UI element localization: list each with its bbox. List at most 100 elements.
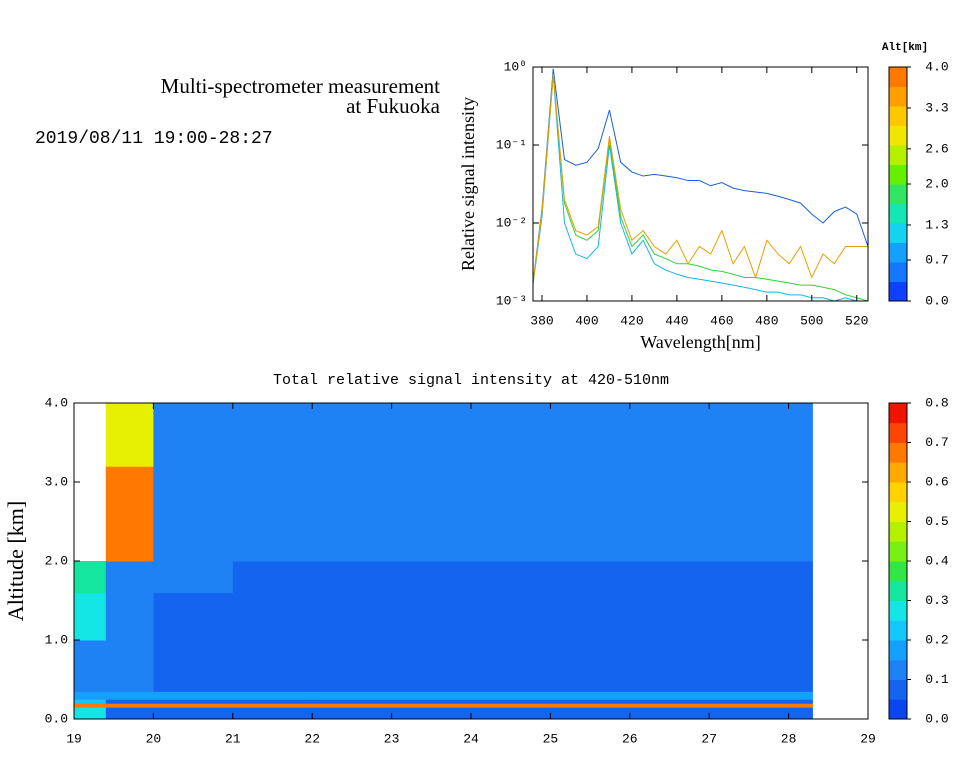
heatmap-cell (550, 640, 631, 692)
heatmap-cell (153, 707, 234, 720)
x-tick-label: 20 (146, 731, 162, 746)
heatmap-cell (709, 561, 790, 594)
colorbar-tick-label: 0.7 (925, 435, 948, 450)
heatmap-cell (629, 707, 710, 720)
heatmap-cell (391, 466, 472, 515)
heatmap-cell (709, 703, 790, 708)
title-line: Multi-spectrometer measurement (161, 74, 440, 98)
heatmap-cell (629, 403, 710, 467)
heatmap-cell (312, 640, 393, 692)
colorbar-segment (889, 106, 907, 126)
colorbar-tick-label: 0.0 (925, 293, 948, 308)
heatmap-cell (105, 561, 154, 594)
heatmap-cell (232, 640, 313, 692)
title-line: at Fukuoka (346, 94, 441, 118)
spectrum-line (533, 74, 868, 301)
heatmap-cell (471, 707, 551, 720)
colorbar-segment (889, 561, 907, 582)
heatmap-cell (105, 640, 154, 692)
heatmap-cell (312, 699, 393, 704)
heatmap-cell (788, 707, 813, 720)
x-tick-label: 380 (530, 313, 553, 328)
colorbar-segment (889, 580, 907, 601)
heatmap-cell (105, 403, 154, 467)
heatmap-cell (232, 691, 313, 700)
colorbar-segment (889, 242, 907, 263)
colorbar-tick-label: 3.3 (925, 100, 948, 115)
x-tick-label: 440 (665, 313, 688, 328)
y-tick-label: 10⁻¹ (496, 137, 527, 152)
heatmap-cell (153, 466, 234, 515)
heatmap-cell (788, 703, 813, 708)
spectrum-line (533, 74, 868, 301)
heatmap-cell (74, 699, 107, 704)
colorbar-segment (889, 501, 907, 522)
heatmap-cell (550, 403, 631, 467)
heatmap-cell (74, 707, 107, 720)
heatmap-cell (629, 640, 710, 692)
heatmap-cell (232, 699, 313, 704)
y-tick-label: 2.0 (45, 553, 68, 568)
y-tick-label: 4.0 (45, 395, 68, 410)
y-tick-label: 3.0 (45, 474, 68, 489)
heatmap-cell (629, 703, 710, 708)
heatmap-cell (312, 592, 393, 641)
heatmap-cell (550, 691, 631, 700)
heatmap-cell (550, 703, 631, 708)
heatmap-cell (788, 403, 813, 467)
colorbar-tick-label: 0.3 (925, 593, 948, 608)
heatmap-cell (232, 703, 313, 708)
heatmap-cell (629, 699, 710, 704)
colorbar-tick-label: 2.0 (925, 176, 948, 191)
heatmap-cell (232, 403, 313, 467)
heatmap-cell (312, 703, 393, 708)
heatmap-cell (709, 403, 790, 467)
plot-frame (532, 66, 869, 302)
heatmap-cell (709, 691, 790, 700)
x-axis-label: Wavelength[nm] (640, 332, 761, 352)
colorbar-tick-label: 4.0 (925, 59, 948, 74)
heatmap-cell (232, 466, 313, 515)
y-tick-label: 1.0 (45, 632, 68, 647)
heatmap-cell (550, 699, 631, 704)
heatmap-cell (788, 466, 813, 515)
spectrum-line (533, 74, 868, 288)
heatmap-cell (471, 466, 551, 515)
heatmap-cell (105, 699, 154, 704)
heatmap-cell (391, 691, 472, 700)
colorbar-tick-label: 0.5 (925, 514, 948, 529)
heatmap-cell (74, 691, 107, 700)
heatmap-cell (629, 561, 710, 594)
heatmap-cell (74, 592, 107, 641)
x-tick-label: 24 (463, 731, 479, 746)
x-tick-label: 420 (620, 313, 643, 328)
y-tick-label: 0.0 (45, 711, 68, 726)
heatmap-cell (232, 513, 313, 562)
y-axis-label: Altitude [km] (3, 501, 28, 621)
heatmap-cell (550, 592, 631, 641)
colorbar-tick-label: 0.8 (925, 395, 948, 410)
y-tick-label: 10⁻³ (496, 293, 527, 308)
heatmap-cell (153, 703, 234, 708)
colorbar-tick-label: 0.6 (925, 474, 948, 489)
heatmap-cell (153, 592, 234, 641)
heatmap-cell (471, 703, 551, 708)
date: 2019/08/11 19:00-28:27 (35, 129, 273, 149)
heatmap-cell (788, 699, 813, 704)
heatmap-cell (471, 699, 551, 704)
colorbar-segment (889, 541, 907, 562)
heatmap-cell (788, 640, 813, 692)
heatmap-cell (629, 513, 710, 562)
heatmap-cell (74, 640, 107, 692)
heatmap-cell (312, 691, 393, 700)
colorbar-tick-label: 0.0 (925, 711, 948, 726)
heatmap-cell (312, 561, 393, 594)
x-tick-label: 29 (860, 731, 876, 746)
colorbar-tick-label: 0.4 (925, 553, 949, 568)
heatmap-cell (391, 561, 472, 594)
heatmap-cell (153, 561, 234, 594)
heatmap-cell (788, 513, 813, 562)
colorbar-segment (889, 620, 907, 641)
colorbar-label: Alt[km] (882, 42, 928, 54)
